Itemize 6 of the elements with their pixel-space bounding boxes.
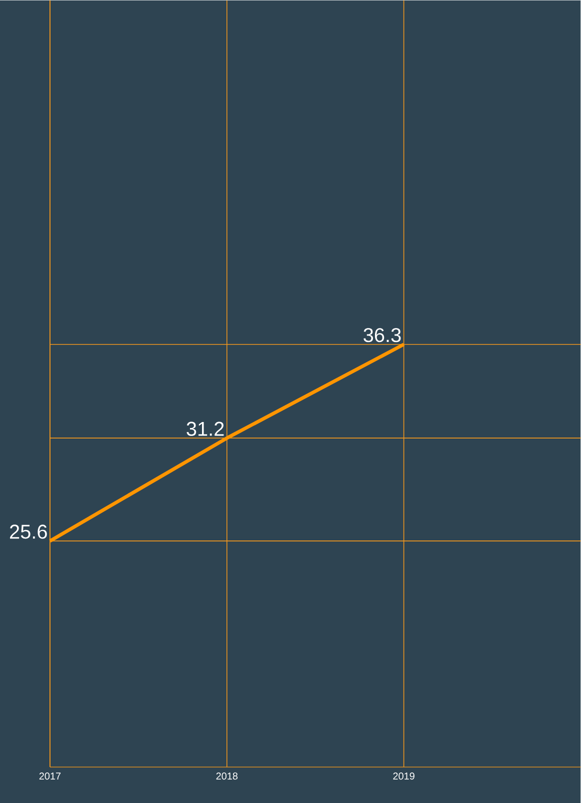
data-label: 36.3 [364,328,401,342]
x-tick-label: 2018 [216,772,238,780]
x-tick-label: 2017 [39,772,61,780]
data-label: 31.2 [186,422,224,436]
data-label: 25.6 [10,524,47,539]
x-tick-label: 2019 [393,772,414,780]
